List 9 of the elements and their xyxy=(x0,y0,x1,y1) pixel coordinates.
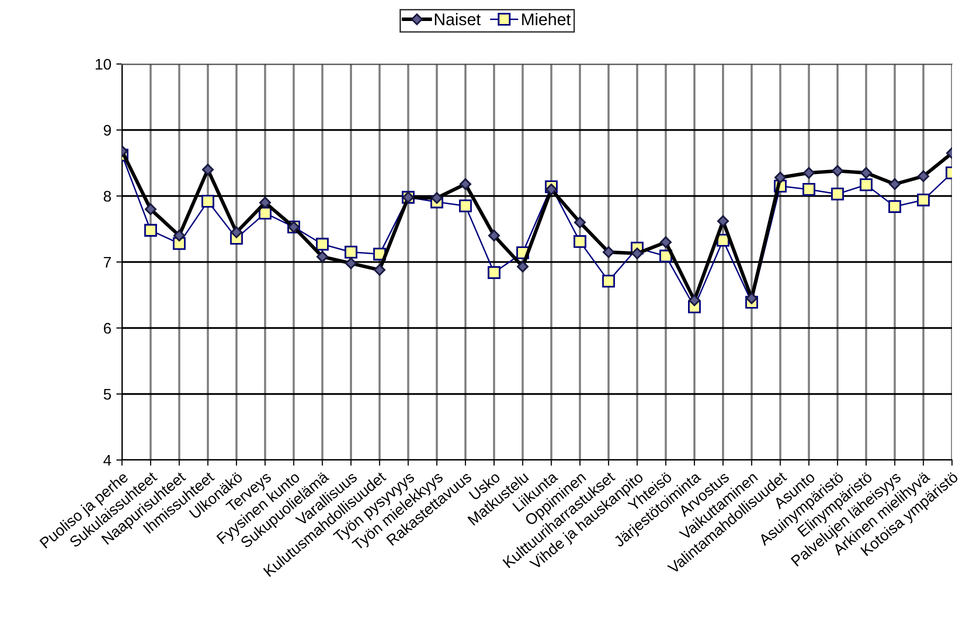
y-tick-label: 7 xyxy=(104,257,111,268)
legend-label: Miehet xyxy=(522,13,571,26)
y-tick-label: 5 xyxy=(104,389,111,400)
y-tick-label: 6 xyxy=(104,322,111,334)
y-tick-label: 8 xyxy=(104,190,111,202)
y-tick-label: 4 xyxy=(103,455,112,466)
legend-label: Naiset xyxy=(434,13,481,26)
y-tick-label: 10 xyxy=(96,58,111,70)
y-tick-label: 9 xyxy=(104,124,111,136)
